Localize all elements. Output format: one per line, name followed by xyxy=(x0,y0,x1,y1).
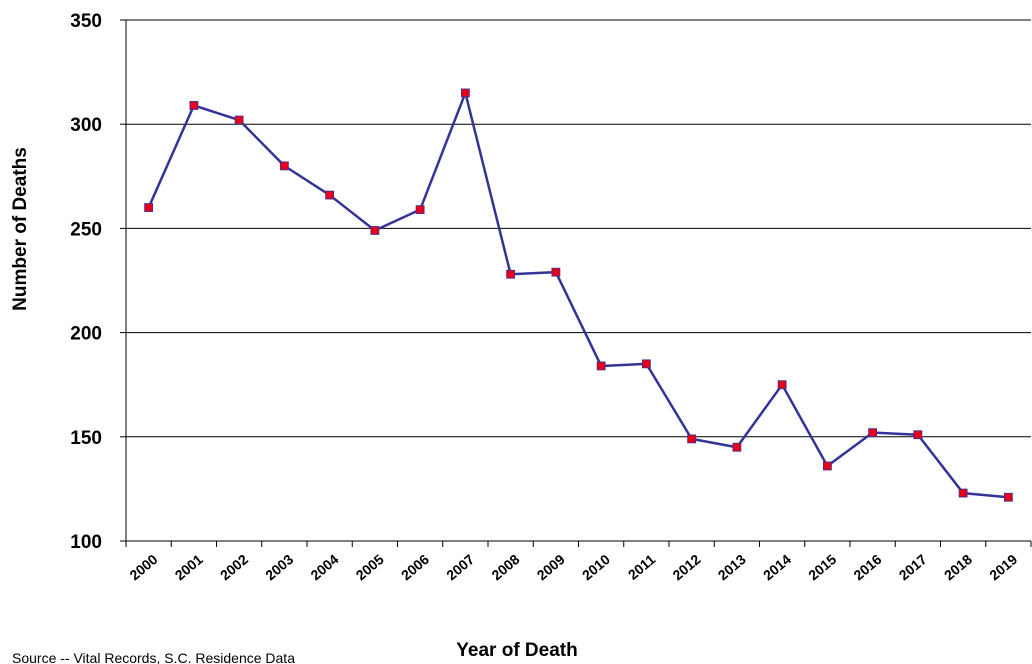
y-tick-label: 200 xyxy=(70,324,102,345)
data-point-marker xyxy=(1003,492,1013,502)
data-point-marker xyxy=(189,101,199,110)
x-tick-label: 2003 xyxy=(262,551,296,583)
x-tick-label: 2004 xyxy=(307,551,341,583)
x-tick-label: 2012 xyxy=(669,551,703,583)
x-tick-label: 2014 xyxy=(760,551,794,583)
y-tick-label: 350 xyxy=(70,11,102,32)
x-tick-label: 2019 xyxy=(986,551,1020,583)
axes xyxy=(120,19,1032,547)
x-tick-label: 2016 xyxy=(850,551,884,583)
data-point-marker xyxy=(958,488,968,498)
x-tick-label: 2011 xyxy=(625,551,659,583)
data-point-marker xyxy=(913,430,923,440)
y-tick-label: 150 xyxy=(70,428,102,449)
y-tick-label: 300 xyxy=(70,115,102,136)
data-point-marker xyxy=(822,461,832,471)
y-tick-label: 100 xyxy=(70,532,102,553)
x-tick-label: 2009 xyxy=(534,551,568,583)
data-point-marker xyxy=(551,267,561,277)
x-tick-label: 2013 xyxy=(715,551,749,583)
series-line xyxy=(147,91,1009,499)
data-series xyxy=(144,88,1013,502)
y-axis-title: Number of Deaths xyxy=(10,147,31,311)
x-tick-label: 2002 xyxy=(217,551,251,583)
x-tick-label: 2015 xyxy=(805,551,839,583)
x-tick-label: 2000 xyxy=(126,551,160,583)
data-point-marker xyxy=(777,380,787,390)
x-tick-label: 2010 xyxy=(579,551,613,583)
x-tick-label: 2018 xyxy=(941,551,975,583)
x-axis-title: Year of Death xyxy=(456,640,577,661)
source-note: Source -- Vital Records, S.C. Residence … xyxy=(12,650,295,664)
x-tick-labels: 2000 2001 2002 2003 2004 2005 2006 2007 2008 2009… xyxy=(126,551,1020,583)
x-tick-label: 2001 xyxy=(172,551,206,583)
data-point-marker xyxy=(415,205,425,215)
y-tick-labels: 100 150 200 250 300 350 xyxy=(70,11,102,553)
x-tick-label: 2005 xyxy=(353,551,387,583)
gridlines xyxy=(126,19,1031,438)
data-point-marker xyxy=(868,428,878,438)
x-tick-label: 2017 xyxy=(896,551,930,583)
data-point-marker xyxy=(687,434,697,444)
data-point-marker xyxy=(596,361,606,371)
data-point-marker xyxy=(460,88,470,98)
data-point-marker xyxy=(144,203,154,212)
data-point-marker xyxy=(732,442,742,452)
x-tick-label: 2008 xyxy=(488,551,522,583)
y-tick-label: 250 xyxy=(70,219,102,240)
data-point-marker xyxy=(506,269,516,279)
x-tick-label: 2007 xyxy=(443,551,477,583)
x-tick-label: 2006 xyxy=(398,551,432,583)
data-point-marker xyxy=(279,161,289,171)
data-point-marker xyxy=(325,190,335,200)
data-point-marker xyxy=(641,359,651,369)
data-point-marker xyxy=(370,226,380,235)
data-point-marker xyxy=(234,115,244,125)
